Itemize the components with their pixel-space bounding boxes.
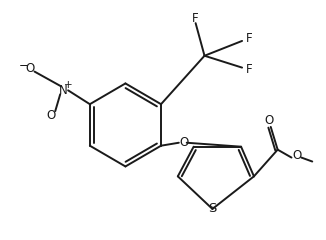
Text: F: F	[246, 63, 252, 76]
Text: O: O	[179, 136, 188, 149]
Text: F: F	[192, 12, 199, 25]
Text: F: F	[246, 32, 252, 45]
Text: O: O	[47, 108, 56, 121]
Text: O: O	[25, 62, 34, 75]
Text: −: −	[19, 59, 29, 72]
Text: O: O	[293, 149, 302, 162]
Text: O: O	[264, 114, 274, 126]
Text: N: N	[59, 84, 67, 97]
Text: +: +	[64, 80, 72, 90]
Text: S: S	[208, 203, 216, 216]
